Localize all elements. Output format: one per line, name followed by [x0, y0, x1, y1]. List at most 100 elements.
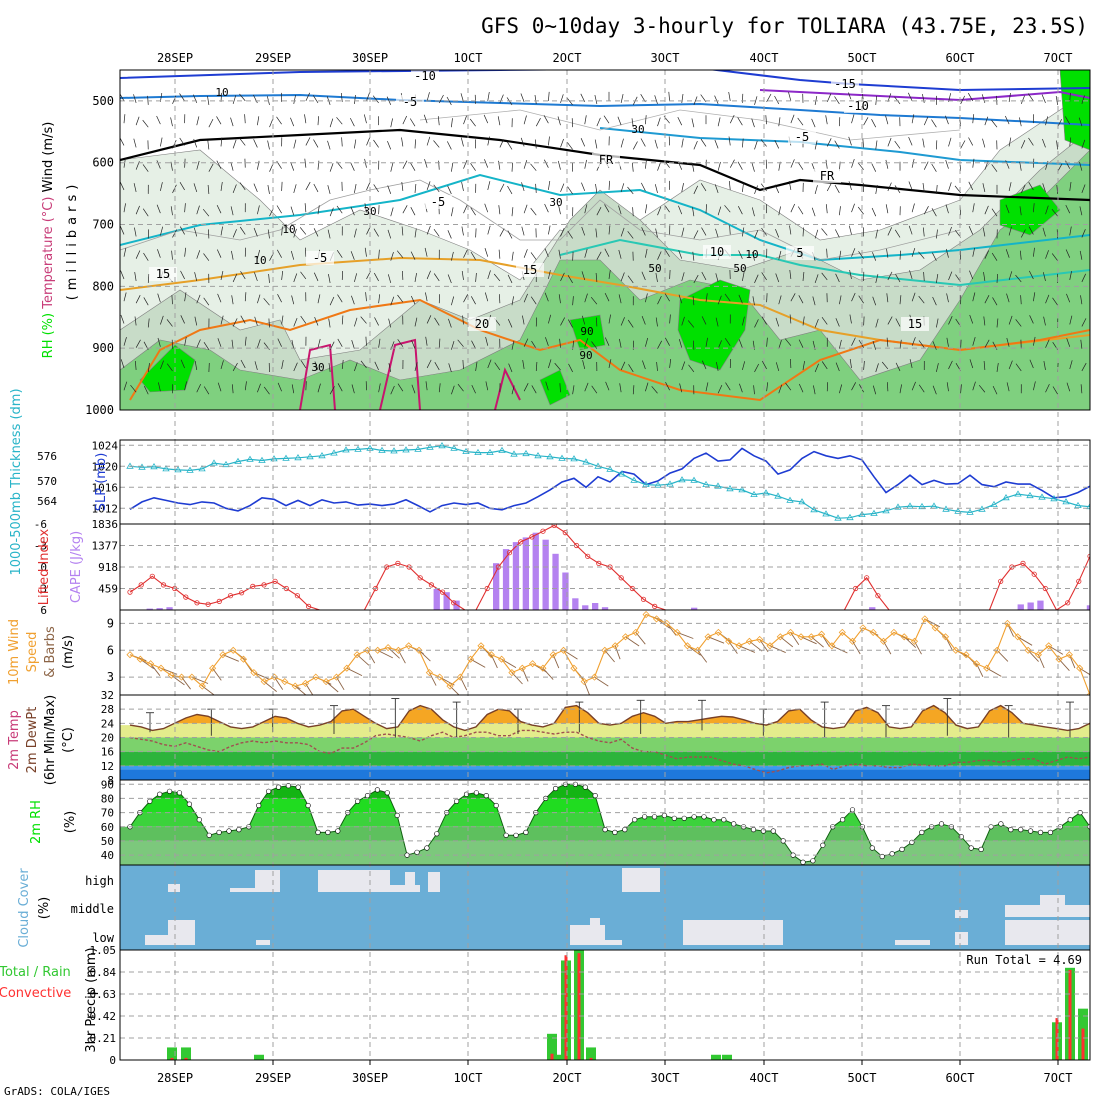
wind10-point — [147, 660, 155, 668]
thickness-point — [762, 489, 770, 496]
wind-barb — [143, 297, 149, 306]
wind-barb — [313, 228, 319, 237]
wind-barb — [557, 160, 561, 170]
thickness-point — [498, 446, 506, 453]
wind-barb — [1042, 227, 1046, 237]
wind-barb — [414, 183, 417, 193]
wind-barb — [180, 359, 185, 369]
day-label-top: 3OCT — [651, 51, 680, 65]
wind-barb — [438, 383, 441, 393]
wind-barb — [594, 95, 598, 104]
wind-barb — [691, 162, 695, 172]
rh-point — [760, 828, 767, 834]
wind-barb — [1019, 161, 1022, 171]
li-point — [250, 583, 256, 590]
wind-barb — [604, 248, 610, 257]
wind-barb — [494, 362, 501, 371]
wind-barb — [566, 141, 573, 150]
wind-barb — [216, 116, 222, 125]
wind-barb — [715, 317, 719, 327]
thickness-point — [774, 492, 782, 499]
cape-top-tick: 1836 — [92, 518, 119, 531]
wind10-point — [766, 642, 774, 650]
wind-barb — [433, 273, 440, 282]
wind-barb — [193, 138, 198, 148]
rh-point — [641, 814, 648, 820]
temp-band — [120, 737, 1090, 752]
wind-barb — [523, 204, 528, 214]
wind-barb — [826, 93, 832, 103]
li-point — [417, 575, 423, 581]
wind-barb — [196, 383, 202, 393]
wind-barb — [1080, 384, 1083, 394]
contour-freezing — [120, 128, 1090, 202]
low-cloud — [895, 940, 930, 945]
wind-barb — [982, 227, 986, 237]
wind-barb — [922, 94, 925, 103]
wind-barb — [544, 292, 549, 302]
thickness-point — [798, 498, 806, 505]
wind-barb — [269, 118, 274, 128]
wind-barb — [523, 115, 527, 125]
wind10-point — [209, 664, 217, 672]
rh-point — [434, 831, 440, 837]
wind-barb — [179, 226, 185, 235]
wind-barb — [608, 359, 612, 369]
rh-point — [424, 845, 430, 851]
wind-barb — [788, 181, 792, 190]
wind-barb — [681, 316, 685, 326]
wind-barb — [388, 318, 392, 328]
wind-barb — [595, 183, 598, 193]
wind-barb — [936, 274, 939, 284]
high-cloud — [230, 888, 255, 892]
wind-barb — [681, 227, 685, 237]
wind-barb — [972, 203, 975, 213]
wind-barb — [848, 181, 852, 191]
wind-barb — [813, 385, 816, 395]
thickness-point — [210, 459, 218, 466]
wind-barb — [1045, 294, 1050, 304]
wind10-point — [394, 646, 402, 654]
wind-barb — [1004, 115, 1010, 125]
wind10-point — [559, 646, 568, 654]
wind-barb — [433, 140, 440, 148]
wind-barb — [1042, 183, 1046, 193]
rh-point — [513, 832, 519, 838]
wind-barb — [120, 359, 125, 369]
wind10-point — [714, 628, 722, 636]
wind-barb — [291, 295, 295, 305]
wind-barb — [134, 227, 137, 237]
wind-barb — [305, 137, 311, 146]
thickness-point — [318, 452, 326, 459]
wind-barb10 — [325, 681, 339, 693]
rh-point — [968, 845, 974, 851]
wind-barb — [875, 363, 879, 373]
wind-barb — [1028, 137, 1034, 146]
wind-barb — [1006, 382, 1010, 392]
rh-contour-label: 30 — [631, 123, 644, 136]
wind-barb — [1015, 274, 1022, 283]
wind-barb — [134, 272, 137, 282]
wind-barb — [232, 318, 238, 327]
wind-barb — [360, 316, 367, 324]
wind-barb — [632, 141, 638, 150]
wind-barb — [851, 158, 855, 168]
wind-barb — [172, 95, 177, 105]
wind10-point — [962, 651, 970, 659]
wind-barb — [982, 183, 986, 193]
contour-label-bg — [411, 70, 439, 83]
wind-barb — [1081, 184, 1086, 194]
wind-barb — [580, 93, 586, 103]
li-point — [618, 575, 624, 581]
wind-barb — [996, 363, 999, 373]
wind-barb — [172, 140, 177, 149]
wind-barb — [194, 272, 198, 282]
wind-barb — [314, 361, 319, 371]
wind-barb — [881, 361, 889, 370]
thickness-point — [450, 444, 458, 451]
rh-point — [731, 821, 737, 827]
wind-barb — [618, 294, 622, 304]
wind-barb — [641, 227, 646, 236]
wind-barb — [717, 206, 722, 216]
wind-barb — [1045, 205, 1049, 215]
